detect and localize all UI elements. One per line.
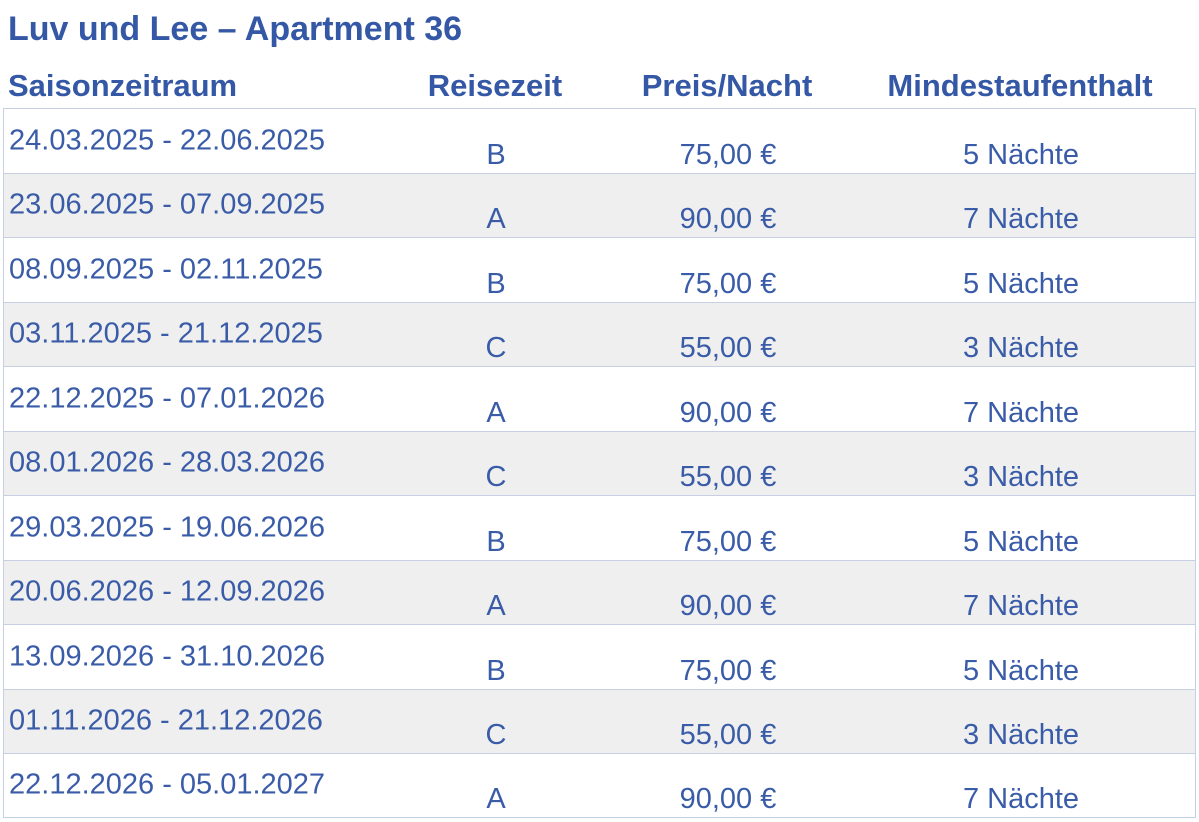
table-cell: 5 Nächte — [962, 654, 1080, 687]
table-cell: 3 Nächte — [962, 461, 1080, 494]
table-row: 24.03.2025 - 22.06.2025 B 75,00 € 5 Nächte — [3, 108, 1196, 173]
table-cell: 75,00 € — [679, 138, 777, 171]
table-row: 03.11.2025 - 21.12.2025 C 55,00 € 3 Nächte — [3, 301, 1196, 366]
table-cell: 03.11.2025 - 21.12.2025 — [9, 317, 323, 350]
table-cell: 20.06.2026 - 12.09.2026 — [9, 575, 326, 608]
table-cell: 55,00 € — [679, 332, 777, 365]
table-cell: 90,00 € — [679, 783, 777, 816]
table-cell: 75,00 € — [679, 267, 777, 300]
table-row: 08.09.2025 - 02.11.2025 B 75,00 € 5 Nächte — [3, 237, 1196, 302]
table-cell: B — [486, 138, 506, 171]
table-cell: 22.12.2026 - 05.01.2027 — [9, 768, 326, 801]
table-cell: 08.01.2026 - 28.03.2026 — [9, 446, 326, 479]
table-cell: 01.11.2026 - 21.12.2026 — [9, 704, 323, 737]
table-row: 20.06.2026 - 12.09.2026 A 90,00 € 7 Nächte — [3, 559, 1196, 624]
table-cell: B — [486, 267, 506, 300]
table-cell: 7 Nächte — [962, 203, 1080, 236]
table-cell: 75,00 € — [679, 654, 777, 687]
table-cell: C — [485, 461, 507, 494]
table-row: 13.09.2026 - 31.10.2026 B 75,00 € 5 Nächte — [3, 624, 1196, 689]
table-cell: 5 Nächte — [962, 267, 1080, 300]
column-header: Reisezeit — [427, 68, 563, 103]
table-cell: 3 Nächte — [962, 719, 1080, 752]
table-cell: B — [486, 654, 506, 687]
table-cell: 13.09.2026 - 31.10.2026 — [9, 640, 326, 673]
table-cell: C — [485, 332, 507, 365]
table-cell: 22.12.2025 - 07.01.2026 — [9, 382, 326, 415]
table-row: 01.11.2026 - 21.12.2026 C 55,00 € 3 Nächte — [3, 688, 1196, 753]
table-row: 29.03.2025 - 19.06.2026 B 75,00 € 5 Nächte — [3, 495, 1196, 560]
table-row: 22.12.2026 - 05.01.2027 A 90,00 € 7 Nächte — [3, 753, 1196, 818]
table-cell: 90,00 € — [679, 203, 777, 236]
table-cell: 23.06.2025 - 07.09.2025 — [9, 188, 326, 221]
table-cell: 24.03.2025 - 22.06.2025 — [9, 124, 326, 157]
table-cell: 7 Nächte — [962, 396, 1080, 429]
table-cell: C — [485, 719, 507, 752]
table-cell: 29.03.2025 - 19.06.2026 — [9, 511, 326, 544]
table-cell: B — [486, 525, 506, 558]
column-header: Preis/Nacht — [641, 68, 813, 103]
table-cell: 08.09.2025 - 02.11.2025 — [9, 253, 323, 286]
table-cell: 90,00 € — [679, 396, 777, 429]
table-row: 22.12.2025 - 07.01.2026 A 90,00 € 7 Nächte — [3, 366, 1196, 431]
title: Luv und Lee – Apartment 36 — [8, 10, 463, 48]
table-row: 08.01.2026 - 28.03.2026 C 55,00 € 3 Nächte — [3, 430, 1196, 495]
table-cell: 75,00 € — [679, 525, 777, 558]
table-cell: A — [486, 783, 506, 816]
column-header: Saisonzeitraum — [8, 68, 238, 103]
table-cell: A — [486, 203, 506, 236]
table-cell: 55,00 € — [679, 461, 777, 494]
column-header: Mindestaufenthalt — [887, 68, 1153, 103]
table-cell: 90,00 € — [679, 590, 777, 623]
table-cell: 7 Nächte — [962, 783, 1080, 816]
table-row: 23.06.2025 - 07.09.2025 A 90,00 € 7 Nächte — [3, 172, 1196, 237]
table-cell: 3 Nächte — [962, 332, 1080, 365]
table-cell: 5 Nächte — [962, 138, 1080, 171]
table-cell: 5 Nächte — [962, 525, 1080, 558]
table-cell: 7 Nächte — [962, 590, 1080, 623]
table-cell: 55,00 € — [679, 719, 777, 752]
table-cell: A — [486, 396, 506, 429]
table-cell: A — [486, 590, 506, 623]
